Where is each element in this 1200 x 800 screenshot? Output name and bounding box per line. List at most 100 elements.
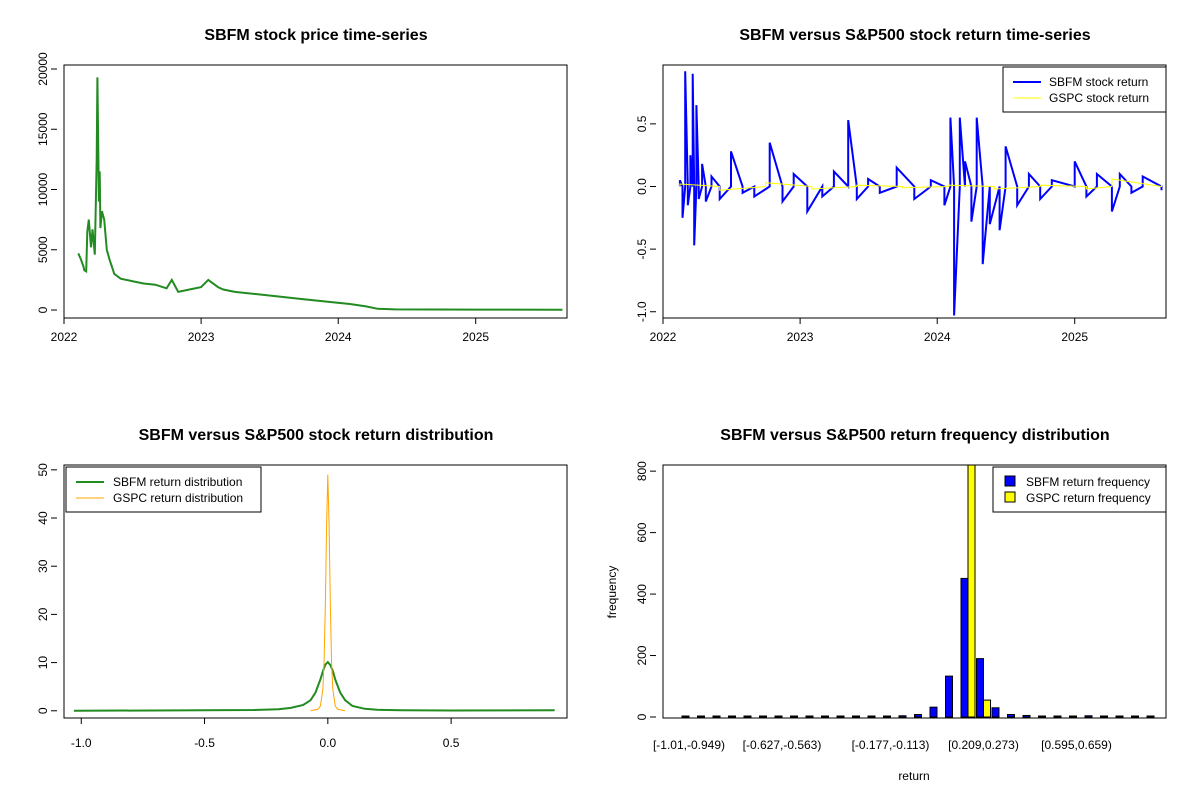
y-tick-label: 0 — [36, 707, 50, 714]
y-tick-label: 0.5 — [635, 115, 649, 132]
frequency-y-axis-label: frequency — [605, 566, 619, 619]
sbfm-frequency-bar — [867, 715, 876, 718]
plot-frame-frequency — [662, 464, 1167, 719]
y-tick-label: 30 — [36, 559, 50, 573]
y-tick-label: 20 — [36, 607, 50, 621]
x-tick-label: 0.5 — [443, 736, 460, 750]
y-tick-label: -1.0 — [635, 301, 649, 322]
plot-frame-price — [63, 64, 568, 319]
x-tick-label: [-0.627,-0.563) — [743, 738, 822, 752]
sbfm-frequency-bar — [1115, 715, 1124, 718]
sbfm-frequency-bar — [945, 675, 953, 718]
y-tick-label: 40 — [36, 511, 50, 525]
chart-title-distribution: SBFM versus S&P500 stock return distribu… — [139, 427, 494, 444]
sbfm-frequency-bar — [898, 715, 907, 718]
sbfm-frequency-bar — [697, 715, 705, 718]
x-tick-label: [0.209,0.273) — [948, 738, 1019, 752]
y-tick-label: 0.0 — [635, 178, 649, 195]
sbfm-frequency-bar — [1100, 715, 1108, 718]
x-tick-label: 2023 — [787, 330, 814, 344]
x-tick-label: 2022 — [51, 330, 78, 344]
y-tick-label: 0 — [635, 713, 649, 720]
gspc-frequency-bar — [983, 699, 991, 718]
x-tick-label: 2022 — [650, 330, 677, 344]
y-tick-label: 10 — [36, 656, 50, 670]
sbfm-return-series-line — [678, 71, 1163, 316]
sbfm-frequency-bar — [712, 715, 721, 718]
legend-label-sbfm-frequency: SBFM return frequency — [1026, 475, 1150, 489]
x-tick-label: 2023 — [188, 330, 215, 344]
sbfm-frequency-bar — [790, 715, 798, 718]
legend-label-gspc-return: GSPC stock return — [1049, 91, 1149, 105]
gspc-density-line — [310, 474, 346, 712]
sbfm-frequency-bar — [1084, 715, 1093, 718]
sbfm-frequency-bar — [852, 715, 860, 718]
sbfm-frequency-bar — [1007, 714, 1015, 718]
x-tick-label: 0.0 — [319, 736, 336, 750]
returns-chart: 2022 2023 2024 2025 -1.0 -0.5 0.0 0.5 — [635, 71, 1163, 344]
x-tick-label: -0.5 — [194, 736, 215, 750]
sbfm-frequency-bar — [883, 715, 891, 718]
sbfm-density-line — [73, 660, 555, 712]
plot-frame-distribution — [63, 464, 568, 719]
sbfm-frequency-bar — [759, 715, 767, 718]
legend-label-gspc-distribution: GSPC return distribution — [113, 491, 243, 505]
y-tick-label: 400 — [635, 584, 649, 604]
sbfm-frequency-bar — [1022, 714, 1031, 718]
frequency-chart: [-1.01,-0.949) [-0.627,-0.563) [-0.177,-0.… — [635, 461, 1155, 752]
sbfm-frequency-bar — [1038, 715, 1046, 718]
y-tick-label: 0 — [36, 306, 50, 313]
x-tick-label: 2024 — [325, 330, 352, 344]
sbfm-frequency-bar — [929, 706, 938, 718]
sbfm-frequency-bar — [821, 715, 829, 718]
sbfm-frequency-bar — [1131, 715, 1139, 718]
frequency-legend: SBFM return frequency GSPC return freque… — [992, 466, 1167, 513]
sbfm-frequency-bar — [914, 714, 922, 718]
sbfm-frequency-bar — [976, 658, 984, 718]
sbfm-frequency-bar — [805, 715, 814, 718]
y-tick-label: 15000 — [36, 112, 50, 146]
legend-swatch-gspc-frequency — [1004, 491, 1016, 503]
y-tick-label: 600 — [635, 522, 649, 542]
sbfm-frequency-bar — [728, 715, 736, 718]
y-tick-label: -0.5 — [635, 238, 649, 259]
chart-title-frequency: SBFM versus S&P500 return frequency dist… — [720, 427, 1109, 444]
x-tick-label: [-1.01,-0.949) — [653, 738, 725, 752]
sbfm-frequency-bar — [681, 715, 690, 718]
x-tick-label: 2025 — [462, 330, 489, 344]
frequency-x-axis-label: return — [898, 769, 929, 783]
legend-label-sbfm-distribution: SBFM return distribution — [113, 475, 242, 489]
sbfm-frequency-bar — [991, 707, 1000, 718]
legend-label-gspc-frequency: GSPC return frequency — [1026, 491, 1151, 505]
y-tick-label: 20000 — [36, 52, 50, 86]
y-tick-label: 10000 — [36, 172, 50, 206]
sbfm-frequency-bar — [1069, 715, 1077, 718]
x-tick-label: 2024 — [924, 330, 951, 344]
distribution-chart: -1.0 -0.5 0.0 0.5 0 10 20 30 40 50 — [36, 463, 555, 750]
sbfm-frequency-bar — [960, 577, 969, 718]
chart-title-price: SBFM stock price time-series — [204, 27, 427, 44]
x-tick-label: [0.595,0.659) — [1041, 738, 1112, 752]
y-tick-label: 50 — [36, 463, 50, 477]
plot-frame-returns — [662, 64, 1167, 319]
distribution-legend: SBFM return distribution GSPC return dis… — [65, 466, 262, 513]
y-tick-label: 800 — [635, 461, 649, 481]
legend-swatch-sbfm-frequency — [1004, 475, 1016, 487]
gspc-return-series-line — [679, 178, 1162, 191]
legend-label-sbfm-return: SBFM stock return — [1049, 75, 1148, 89]
sbfm-frequency-bar — [836, 715, 845, 718]
returns-legend: SBFM stock return GSPC stock return — [1002, 66, 1167, 113]
price-series-line — [77, 77, 563, 311]
x-tick-label: [-0.177,-0.113) — [852, 738, 930, 752]
chart-title-returns: SBFM versus S&P500 stock return time-ser… — [739, 27, 1090, 44]
x-tick-label: -1.0 — [71, 736, 92, 750]
sbfm-frequency-bar — [1146, 715, 1155, 718]
sbfm-frequency-bar — [774, 715, 783, 718]
y-tick-label: 200 — [635, 645, 649, 665]
price-chart: 2022 2023 2024 2025 0 5000 10000 15000 20000 — [36, 52, 563, 344]
sbfm-frequency-bar — [743, 715, 752, 718]
sbfm-frequency-bar — [1053, 715, 1062, 718]
x-tick-label: 2025 — [1061, 330, 1088, 344]
y-tick-label: 5000 — [36, 236, 50, 263]
